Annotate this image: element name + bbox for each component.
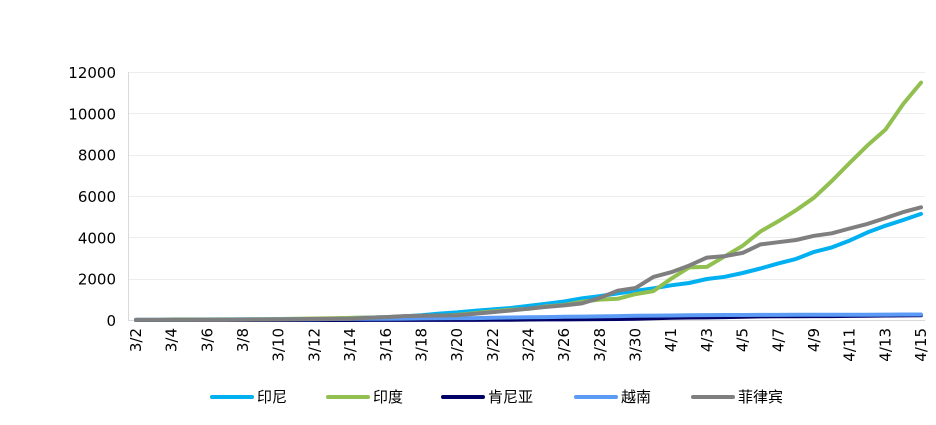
legend-label: 印度 bbox=[373, 388, 403, 406]
y-tick-label: 12000 bbox=[68, 64, 116, 82]
y-axis-ticks: 0 2000 4000 6000 8000 10000 12000 bbox=[68, 64, 116, 330]
x-tick-label: 3/12 bbox=[305, 328, 323, 362]
x-tick-label: 4/15 bbox=[912, 328, 930, 362]
x-tick-label: 3/22 bbox=[484, 328, 502, 362]
y-tick-label: 8000 bbox=[78, 147, 116, 165]
x-tick-label: 4/1 bbox=[662, 328, 680, 352]
y-tick-label: 2000 bbox=[78, 271, 116, 289]
x-tick-label: 3/30 bbox=[627, 328, 645, 362]
x-tick-label: 3/8 bbox=[234, 328, 252, 352]
series-lines bbox=[134, 80, 923, 322]
legend-label: 印尼 bbox=[257, 388, 287, 406]
x-tick-label: 3/28 bbox=[591, 328, 609, 362]
y-tick-label: 6000 bbox=[78, 188, 116, 206]
y-tick-label: 10000 bbox=[68, 105, 116, 123]
legend-label: 越南 bbox=[621, 388, 651, 406]
x-tick-label: 3/26 bbox=[555, 328, 573, 362]
x-tick-label: 4/3 bbox=[698, 328, 716, 352]
legend-label: 菲律宾 bbox=[738, 388, 783, 406]
x-tick-label: 4/7 bbox=[769, 328, 787, 352]
y-tick-label: 0 bbox=[106, 312, 116, 330]
x-axis-ticks: 3/2 3/4 3/6 3/8 3/10 3/12 3/14 3/16 3/18 3/20 3/22… bbox=[127, 328, 930, 362]
legend: 印尼 印度 肯尼亚 越南 菲律宾 bbox=[210, 388, 783, 406]
x-tick-label: 4/9 bbox=[805, 328, 823, 352]
x-tick-label: 4/11 bbox=[841, 328, 859, 362]
x-tick-label: 3/14 bbox=[341, 328, 359, 362]
y-tick-label: 4000 bbox=[78, 229, 116, 247]
x-tick-label: 3/4 bbox=[163, 328, 181, 352]
legend-label: 肯尼亚 bbox=[488, 388, 533, 406]
series-line-1 bbox=[134, 80, 923, 322]
x-tick-label: 4/13 bbox=[876, 328, 894, 362]
x-tick-label: 3/20 bbox=[448, 328, 466, 362]
x-tick-label: 3/18 bbox=[413, 328, 431, 362]
gridlines bbox=[128, 72, 925, 280]
series-line-4 bbox=[134, 205, 923, 322]
x-tick-label: 3/6 bbox=[198, 328, 216, 352]
x-tick-label: 3/2 bbox=[127, 328, 145, 352]
x-tick-label: 3/16 bbox=[377, 328, 395, 362]
x-tick-label: 3/10 bbox=[270, 328, 288, 362]
series-line-0 bbox=[134, 211, 923, 322]
x-tick-label: 4/5 bbox=[734, 328, 752, 352]
x-tick-label: 3/24 bbox=[520, 328, 538, 362]
